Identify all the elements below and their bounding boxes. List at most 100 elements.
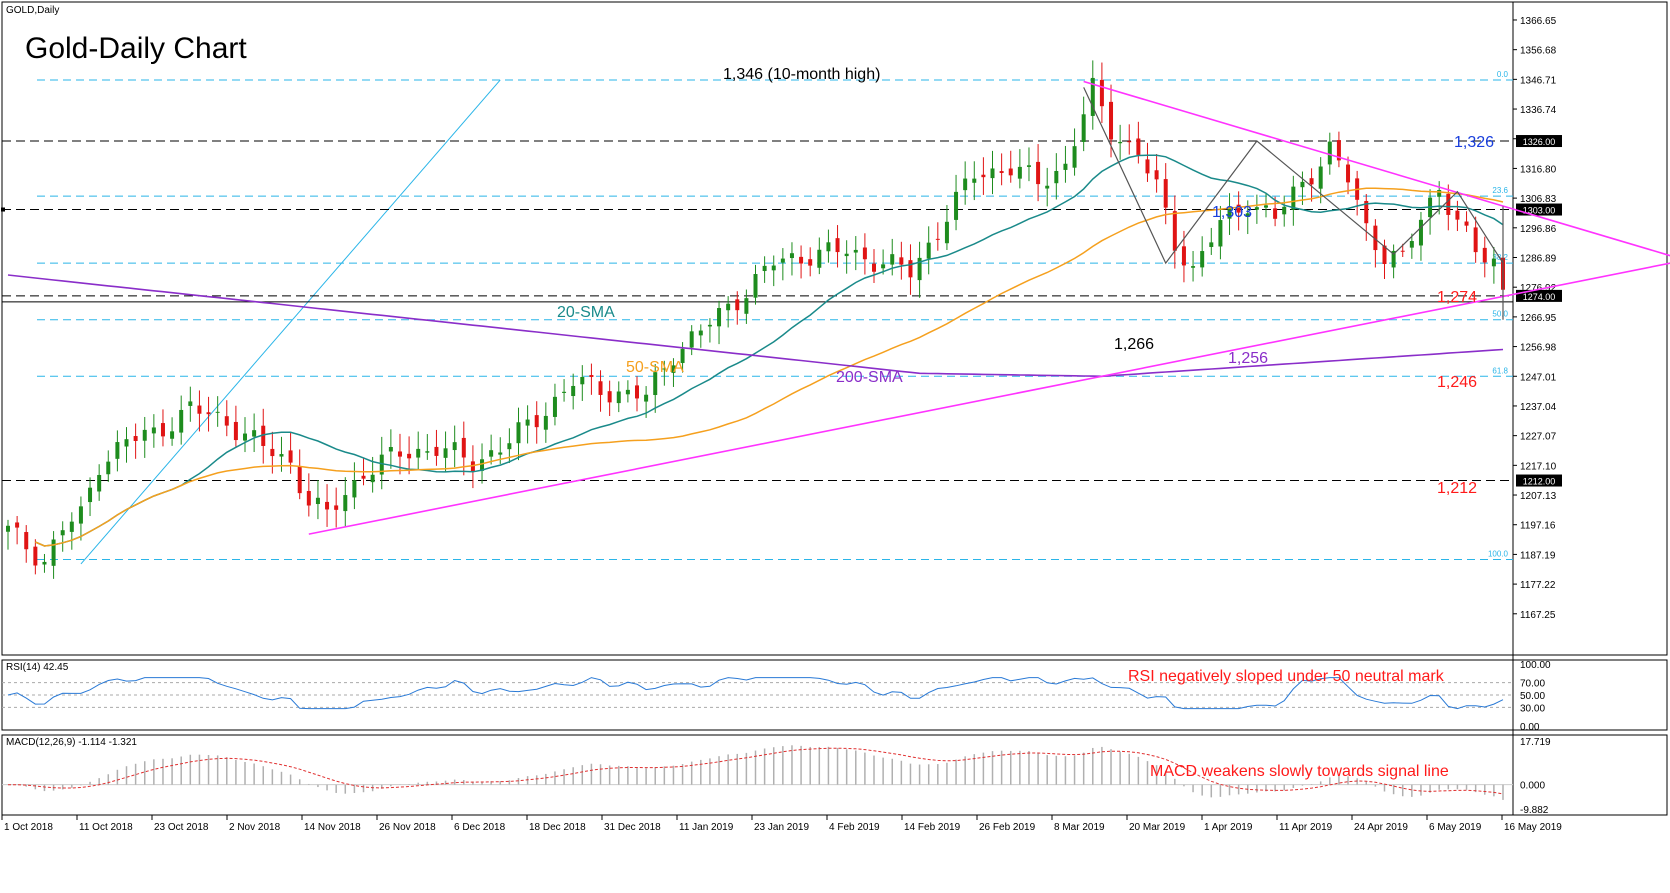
candle-body <box>370 474 375 483</box>
candle-body <box>1291 186 1296 210</box>
candle-body <box>534 415 539 428</box>
candle-body <box>771 265 776 271</box>
candle-body <box>1218 220 1223 247</box>
candle-body <box>1008 168 1013 176</box>
date-axis-label: 4 Feb 2019 <box>829 822 880 833</box>
candle-body <box>233 421 238 441</box>
candle-body <box>808 259 813 266</box>
candle-body <box>507 443 512 450</box>
low-annotation: 1,266 <box>1114 336 1154 353</box>
price-box-label: 1326.00 <box>1523 137 1556 147</box>
candle-body <box>388 447 393 452</box>
candle-body <box>1346 164 1351 183</box>
candle-body <box>33 546 38 566</box>
rsi-line <box>7 677 1504 710</box>
candle-body <box>315 497 320 505</box>
candle-body <box>1163 179 1168 208</box>
price-axis-tick-label: 1366.65 <box>1520 16 1557 27</box>
price-axis-tick-label: 1247.01 <box>1520 372 1557 383</box>
symbol-label: GOLD,Daily <box>6 5 59 16</box>
candle-body <box>954 191 959 220</box>
price-box-label: 1212.00 <box>1523 477 1556 487</box>
candle-body <box>662 368 667 370</box>
fib-level-label: 50.0 <box>1492 310 1508 319</box>
candle-body <box>826 242 831 252</box>
price-panel-frame <box>1 1 1668 656</box>
rsi-label: RSI(14) 42.45 <box>6 662 69 673</box>
date-axis-label: 23 Oct 2018 <box>154 822 209 833</box>
level-1274-label: 1,274 <box>1437 289 1477 306</box>
candle-body <box>489 450 494 457</box>
sma200-label: 200-SMA <box>836 369 903 386</box>
candle-body <box>1409 241 1414 248</box>
candle-body <box>516 422 521 444</box>
candle-body <box>1109 101 1114 140</box>
macd-annotation: MACD weakens slowly towards signal line <box>1150 763 1449 780</box>
candle-body <box>197 405 202 414</box>
candle-body <box>1373 225 1378 251</box>
sma20-line <box>35 154 1504 547</box>
date-axis-label: 11 Apr 2019 <box>1279 822 1333 833</box>
candle-body <box>115 442 120 459</box>
rsi-annotation: RSI negatively sloped under 50 neutral m… <box>1128 668 1445 685</box>
candle-body <box>571 385 576 397</box>
level-1212-label: 1,212 <box>1437 480 1477 497</box>
rsi-tick-label: 0.00 <box>1520 722 1540 733</box>
price-axis-tick-label: 1167.25 <box>1520 610 1556 621</box>
price-axis-tick-label: 1256.98 <box>1520 343 1557 354</box>
candle-body <box>1364 200 1369 224</box>
candle-body <box>744 298 749 314</box>
candle-body <box>1400 250 1405 252</box>
date-axis-label: 11 Jan 2019 <box>679 822 734 833</box>
candle-body <box>1090 77 1095 116</box>
candle-body <box>972 178 977 183</box>
candle-body <box>343 495 348 512</box>
candle-body <box>1209 242 1214 247</box>
candle-body <box>97 474 102 492</box>
sma50-label: 50-SMA <box>626 359 684 376</box>
level-1326-label: 1,326 <box>1454 134 1494 151</box>
rsi-tick-label: 100.00 <box>1520 660 1551 671</box>
candle-body <box>963 178 968 191</box>
price-axis-tick-label: 1227.07 <box>1520 432 1557 443</box>
candle-body <box>297 466 302 494</box>
candle-body <box>1236 204 1241 213</box>
zigzag-pattern <box>1083 87 1504 320</box>
date-axis-label: 16 May 2019 <box>1504 822 1562 833</box>
price-box <box>1516 135 1562 148</box>
macd-tick-label: 0.000 <box>1520 781 1545 792</box>
candle-body <box>589 375 594 377</box>
candle-body <box>1017 166 1022 179</box>
price-axis-tick-label: 1286.89 <box>1520 254 1557 265</box>
level-1246-label: 1,246 <box>1437 374 1477 391</box>
candle-body <box>142 429 147 441</box>
candle-body <box>498 452 503 455</box>
rsi-tick-label: 50.00 <box>1520 691 1545 702</box>
macd-label: MACD(12,26,9) -1.114 -1.321 <box>6 737 137 748</box>
candle-body <box>325 501 330 510</box>
date-axis-label: 26 Nov 2018 <box>379 822 436 833</box>
price-box-label: 1274.00 <box>1523 292 1556 302</box>
candle-body <box>689 331 694 348</box>
candle-body <box>580 377 585 385</box>
candle-body <box>443 448 448 458</box>
candle-body <box>1145 159 1150 174</box>
candle-body <box>735 299 740 311</box>
date-axis-label: 20 Mar 2019 <box>1129 822 1186 833</box>
candle-body <box>452 442 457 451</box>
candle-body <box>425 451 430 453</box>
date-axis-label: 11 Oct 2018 <box>79 822 133 833</box>
candle-body <box>1327 141 1332 165</box>
date-axis-label: 6 Dec 2018 <box>454 822 506 833</box>
candle-body <box>680 348 685 364</box>
candle-body <box>470 461 475 472</box>
candle-body <box>1054 170 1059 184</box>
sma200-line <box>7 274 1504 378</box>
candle-body <box>917 257 922 281</box>
candle-body <box>653 372 658 396</box>
candle-body <box>926 242 931 259</box>
candle-body <box>607 391 612 403</box>
candle-body <box>1099 79 1104 107</box>
date-axis-label: 23 Jan 2019 <box>754 822 809 833</box>
